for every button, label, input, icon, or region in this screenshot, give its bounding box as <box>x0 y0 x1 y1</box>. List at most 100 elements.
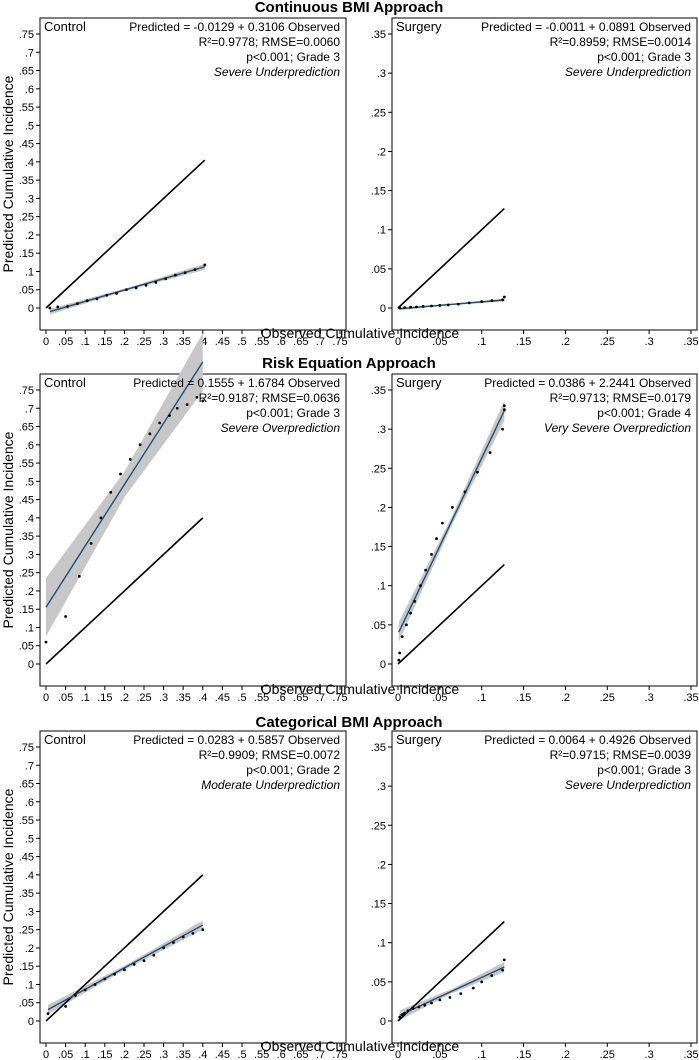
data-point <box>77 574 81 578</box>
data-point <box>154 281 158 284</box>
pvalue-annotation: p<0.001; Grade 3 <box>597 763 691 777</box>
x-tick-label: .65 <box>293 336 308 348</box>
equation-annotation: Predicted = -0.0011 + 0.0891 Observed <box>481 20 691 34</box>
panel-label: Control <box>44 732 86 747</box>
data-point <box>148 432 152 436</box>
data-point <box>502 295 506 299</box>
y-tick-label: .45 <box>19 139 34 151</box>
panel-label: Control <box>44 375 86 390</box>
x-tick-label: .25 <box>600 336 615 348</box>
data-point <box>398 1015 402 1019</box>
data-point <box>502 958 506 962</box>
data-point <box>490 974 494 977</box>
y-tick-label: .4 <box>25 513 34 525</box>
y-tick-label: .35 <box>19 531 34 543</box>
data-point <box>64 1005 67 1008</box>
data-point <box>456 302 460 306</box>
data-point <box>193 268 197 271</box>
y-tick-label: .3 <box>25 549 34 561</box>
x-tick-label: .6 <box>277 692 286 704</box>
data-point <box>406 1009 410 1013</box>
x-tick-label: .15 <box>97 1049 112 1060</box>
data-point <box>502 404 506 408</box>
x-tick-label: .3 <box>159 1049 168 1060</box>
y-tick-label: .35 <box>19 175 34 187</box>
data-point <box>119 472 122 476</box>
data-point <box>501 298 504 302</box>
data-point <box>471 986 475 990</box>
x-tick-label: 0 <box>395 336 401 348</box>
y-tick-label: .5 <box>25 476 34 488</box>
x-tick-label: .35 <box>683 692 698 704</box>
x-tick-label: .3 <box>645 692 654 704</box>
x-tick-label: .05 <box>58 692 73 704</box>
y-tick-label: .05 <box>371 977 386 989</box>
data-point <box>476 470 479 474</box>
y-tick-label: .4 <box>25 157 34 169</box>
y-tick-label: 0 <box>28 303 34 315</box>
pvalue-annotation: p<0.001; Grade 3 <box>246 50 340 64</box>
data-point <box>113 972 116 976</box>
y-tick-label: .1 <box>377 581 386 593</box>
x-tick-label: .65 <box>293 692 308 704</box>
y-tick-label: .15 <box>371 899 386 911</box>
x-tick-label: .45 <box>215 1049 230 1060</box>
y-tick-label: .3 <box>377 68 386 80</box>
panel-label: Surgery <box>396 375 442 390</box>
data-point <box>424 568 427 572</box>
data-point <box>423 1003 427 1007</box>
x-tick-label: .3 <box>645 1049 654 1060</box>
y-tick-label: .2 <box>377 859 386 871</box>
equation-annotation: Predicted = 0.0283 + 0.5857 Observed <box>133 733 340 747</box>
x-tick-label: .5 <box>237 1049 246 1060</box>
x-tick-label: .25 <box>600 1049 615 1060</box>
y-tick-label: .25 <box>19 212 34 224</box>
fit-annotation: R²=0.8959; RMSE=0.0014 <box>550 35 692 49</box>
data-point <box>409 305 412 309</box>
y-tick-label: .05 <box>371 264 386 276</box>
panel-control: 0 0 .05 .05 .1 .1 .15 .15 .2 .2 .25 .25 .3 .3 .35 .35 .4… <box>19 332 348 704</box>
y-tick-label: .1 <box>377 225 386 237</box>
y-tick-label: .2 <box>25 230 34 242</box>
reference-line <box>397 920 505 1022</box>
y-tick-label: .5 <box>25 833 34 845</box>
chart-row-1: Continuous BMI Approach Observed Cumulati… <box>0 0 699 348</box>
data-point <box>430 553 433 556</box>
x-tick-label: .3 <box>159 692 168 704</box>
y-tick-label: 0 <box>28 1016 34 1028</box>
x-tick-label: .4 <box>198 692 207 704</box>
x-tick-label: .3 <box>159 336 168 348</box>
data-point <box>411 1007 415 1010</box>
data-point <box>398 306 402 310</box>
data-point <box>115 292 118 295</box>
y-tick-label: .55 <box>19 102 34 114</box>
data-point <box>103 977 107 981</box>
x-tick-label: .1 <box>477 692 486 704</box>
y-tick-label: .2 <box>25 586 34 598</box>
y-tick-label: .25 <box>19 925 34 937</box>
x-tick-label: 0 <box>395 692 401 704</box>
y-tick-label: .65 <box>19 422 34 434</box>
data-point <box>56 305 60 309</box>
y-tick-label: .35 <box>371 385 386 397</box>
data-point <box>435 537 438 541</box>
x-axis-title: Observed Cumulative Incidence <box>261 681 460 697</box>
x-tick-label: .15 <box>516 336 531 348</box>
plot-frame <box>391 17 698 331</box>
x-tick-label: .05 <box>432 692 447 704</box>
y-tick-label: 0 <box>380 1016 386 1028</box>
data-point <box>144 283 148 287</box>
x-tick-label: .1 <box>81 692 90 704</box>
fit-line <box>47 924 204 1011</box>
y-tick-label: .1 <box>25 266 34 278</box>
x-tick-label: .4 <box>198 1049 207 1060</box>
data-point <box>95 297 99 301</box>
data-point <box>438 998 442 1002</box>
x-tick-label: .05 <box>58 1049 73 1060</box>
data-point <box>438 304 442 307</box>
data-point <box>142 959 146 963</box>
equation-annotation: Predicted = 0.0386 + 2.2441 Observed <box>484 376 691 390</box>
panel-control: 0 0 .05 .05 .1 .1 .15 .15 .2 .2 .25 .25 .3 .3 .35 .35 .4… <box>19 730 348 1060</box>
data-point <box>74 994 77 997</box>
x-tick-label: .6 <box>277 336 286 348</box>
